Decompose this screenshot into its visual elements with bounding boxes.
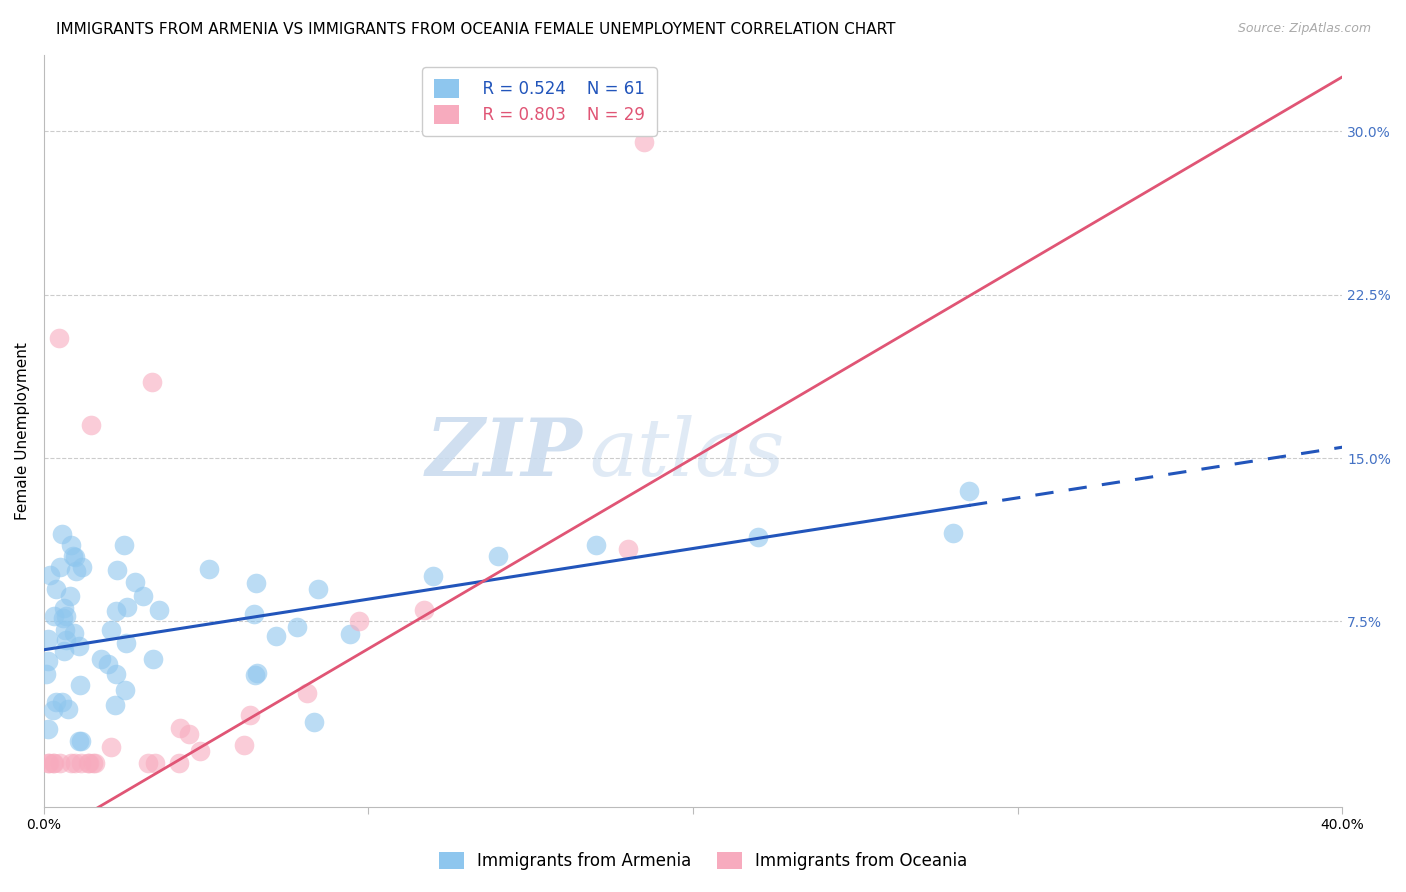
Point: [69, 640, 91, 654]
Point: [70, 734, 93, 748]
Point: [169, 756, 191, 770]
Point: [62, 626, 84, 640]
Point: [48, 331, 70, 345]
Point: [112, 538, 135, 552]
Point: [52, 611, 75, 625]
Point: [198, 562, 221, 576]
Point: [413, 602, 436, 616]
Point: [115, 635, 138, 649]
Point: [942, 525, 965, 540]
Point: [62, 549, 84, 563]
Point: [124, 575, 146, 590]
Point: [142, 652, 165, 666]
Point: [169, 721, 191, 735]
Point: [141, 375, 163, 389]
Point: [243, 607, 266, 621]
Point: [77, 756, 100, 770]
Point: [63, 549, 86, 564]
Point: [79, 418, 101, 433]
Point: [48, 560, 70, 574]
Point: [143, 756, 166, 770]
Point: [37, 722, 59, 736]
Point: [131, 589, 153, 603]
Point: [42, 608, 65, 623]
Point: [264, 629, 287, 643]
Point: [347, 614, 370, 628]
Point: [84, 756, 107, 770]
Point: [307, 582, 329, 596]
Point: [35, 667, 58, 681]
Point: [117, 599, 139, 614]
Point: [285, 620, 308, 634]
Legend:   R = 0.524    N = 61,   R = 0.803    N = 29: R = 0.524 N = 61, R = 0.803 N = 29: [422, 67, 657, 136]
Point: [37, 654, 59, 668]
Point: [51, 695, 73, 709]
Text: atlas: atlas: [589, 415, 785, 492]
Point: [245, 576, 267, 591]
Point: [422, 569, 444, 583]
Point: [90, 652, 112, 666]
Point: [148, 603, 170, 617]
Point: [53, 623, 76, 637]
Point: [45, 695, 67, 709]
Point: [42, 756, 65, 770]
Point: [302, 715, 325, 730]
Point: [239, 707, 262, 722]
Point: [243, 668, 266, 682]
Point: [70, 560, 93, 574]
Point: [486, 549, 509, 563]
Point: [232, 738, 254, 752]
Point: [55, 609, 77, 624]
Point: [44, 582, 66, 597]
Point: [104, 698, 127, 713]
Y-axis label: Female Unemployment: Female Unemployment: [15, 342, 30, 520]
Legend: Immigrants from Armenia, Immigrants from Oceania: Immigrants from Armenia, Immigrants from…: [432, 845, 974, 877]
Point: [39, 568, 62, 582]
Point: [63, 756, 86, 770]
Point: [56, 702, 79, 716]
Point: [957, 483, 980, 498]
Point: [38, 756, 60, 770]
Point: [59, 589, 82, 603]
Point: [105, 563, 128, 577]
Text: Source: ZipAtlas.com: Source: ZipAtlas.com: [1237, 22, 1371, 36]
Point: [188, 744, 211, 758]
Point: [69, 756, 91, 770]
Point: [633, 135, 655, 149]
Text: IMMIGRANTS FROM ARMENIA VS IMMIGRANTS FROM OCEANIA FEMALE UNEMPLOYMENT CORRELATI: IMMIGRANTS FROM ARMENIA VS IMMIGRANTS FR…: [56, 22, 896, 37]
Point: [37, 756, 59, 770]
Point: [69, 678, 91, 692]
Point: [53, 601, 76, 615]
Point: [82, 756, 104, 770]
Point: [55, 632, 77, 647]
Point: [747, 530, 769, 544]
Point: [69, 734, 91, 748]
Point: [51, 527, 73, 541]
Point: [59, 538, 82, 552]
Point: [179, 727, 201, 741]
Point: [105, 604, 128, 618]
Point: [53, 644, 76, 658]
Point: [136, 756, 159, 770]
Point: [44, 756, 66, 770]
Point: [114, 683, 136, 698]
Point: [617, 542, 640, 557]
Text: ZIP: ZIP: [426, 415, 582, 492]
Point: [49, 756, 72, 770]
Point: [100, 739, 122, 754]
Point: [585, 538, 607, 552]
Point: [246, 666, 269, 681]
Point: [42, 703, 65, 717]
Point: [60, 756, 83, 770]
Point: [100, 623, 122, 637]
Point: [97, 657, 120, 672]
Point: [339, 627, 361, 641]
Point: [37, 632, 59, 646]
Point: [105, 666, 128, 681]
Point: [65, 565, 87, 579]
Point: [77, 756, 100, 770]
Point: [295, 686, 318, 700]
